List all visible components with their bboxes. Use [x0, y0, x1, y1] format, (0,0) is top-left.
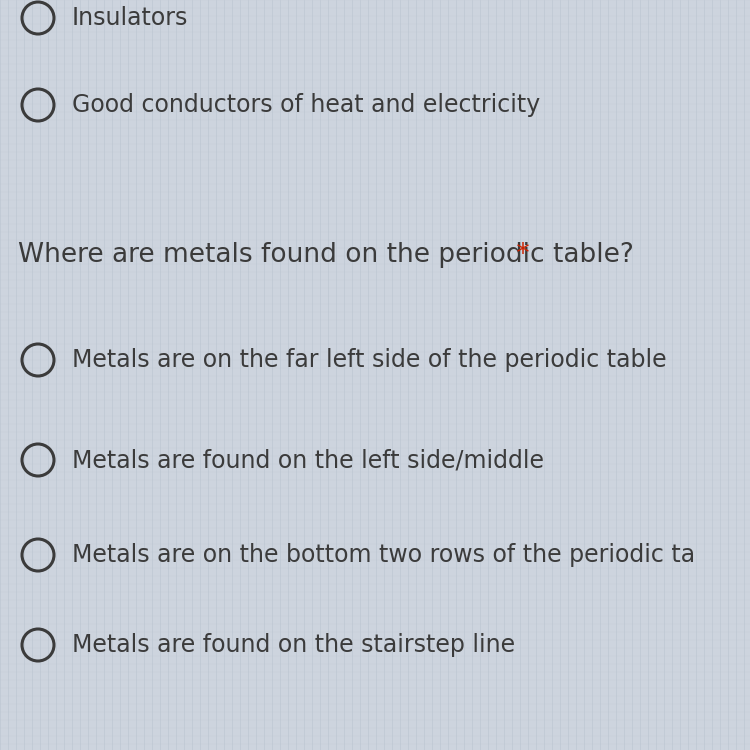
- Text: Metals are on the far left side of the periodic table: Metals are on the far left side of the p…: [72, 348, 667, 372]
- Text: *: *: [508, 242, 530, 268]
- Text: Metals are found on the stairstep line: Metals are found on the stairstep line: [72, 633, 515, 657]
- Text: Insulators: Insulators: [72, 6, 188, 30]
- Text: Where are metals found on the periodic table?: Where are metals found on the periodic t…: [18, 242, 634, 268]
- Text: Metals are found on the left side/middle: Metals are found on the left side/middle: [72, 448, 544, 472]
- Text: Metals are on the bottom two rows of the periodic ta: Metals are on the bottom two rows of the…: [72, 543, 695, 567]
- Text: Good conductors of heat and electricity: Good conductors of heat and electricity: [72, 93, 540, 117]
